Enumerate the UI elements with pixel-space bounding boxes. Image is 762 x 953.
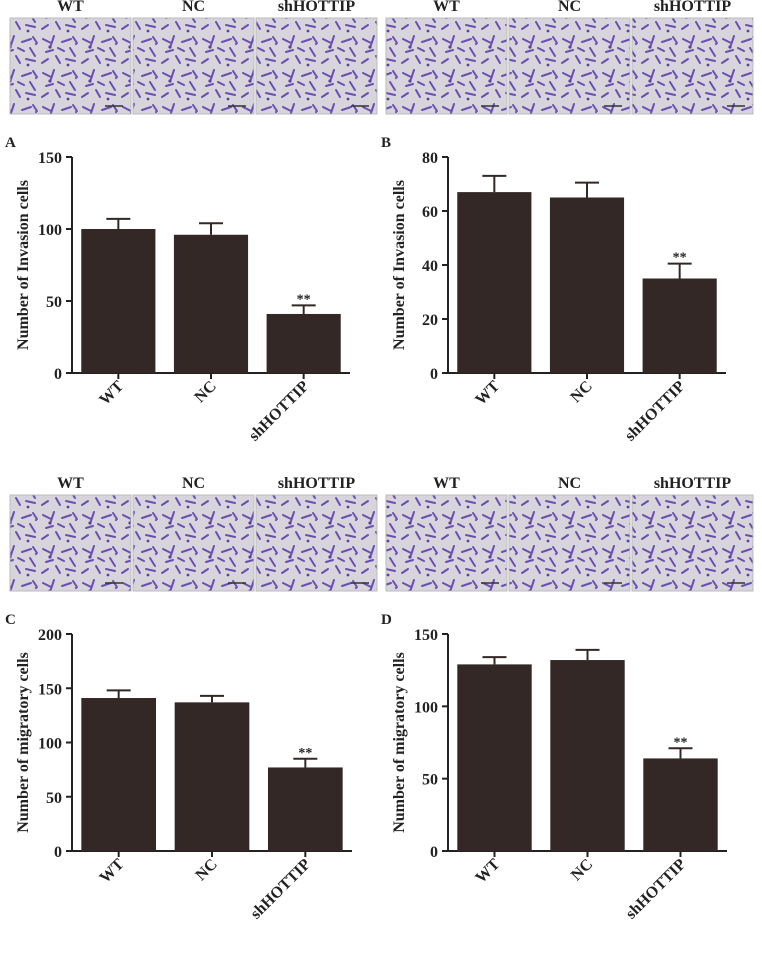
panel-label: B [381, 135, 391, 151]
x-tick-label: shHOTTIP [247, 856, 314, 923]
y-tick-label: 20 [422, 312, 438, 329]
x-tick-label: NC [567, 378, 595, 406]
y-axis-label: Number of migratory cells [391, 652, 408, 833]
bar [81, 698, 156, 851]
y-tick-label: 150 [414, 627, 438, 644]
bar [643, 758, 718, 851]
x-tick-label: shHOTTIP [246, 378, 313, 445]
micrograph [385, 17, 508, 115]
bar [174, 702, 250, 851]
y-tick-label: 150 [38, 681, 62, 698]
y-tick-label: 60 [422, 204, 438, 221]
x-tick-label: NC [568, 856, 596, 884]
significance: ** [673, 251, 687, 266]
y-tick-label: 0 [430, 844, 438, 861]
y-tick-label: 100 [38, 736, 62, 753]
y-tick-label: 200 [38, 627, 62, 644]
image-label: WT [57, 475, 84, 492]
panel-label: D [381, 612, 392, 628]
image-label: WT [57, 0, 84, 15]
micrograph [255, 17, 378, 115]
bar [457, 664, 532, 851]
micrograph [9, 17, 132, 115]
y-tick-label: 50 [46, 790, 62, 807]
image-label: NC [558, 0, 581, 15]
bar [268, 767, 343, 851]
x-tick-label: WT [472, 378, 503, 409]
x-tick-label: NC [192, 856, 220, 884]
y-tick-label: 0 [430, 366, 438, 383]
bar [81, 229, 156, 373]
x-tick-label: NC [191, 378, 219, 406]
bar [642, 278, 717, 373]
image-label: shHOTTIP [278, 0, 356, 15]
significance: ** [298, 746, 312, 761]
bar [173, 234, 249, 373]
y-axis-label: Number of migratory cells [15, 652, 32, 833]
micrograph [631, 17, 754, 115]
micrograph [255, 494, 378, 592]
x-tick-label: WT [97, 856, 128, 887]
y-tick-label: 0 [54, 844, 62, 861]
y-tick-label: 150 [38, 150, 62, 167]
image-label: shHOTTIP [278, 475, 356, 492]
image-label: WT [433, 475, 460, 492]
x-tick-label: WT [96, 378, 127, 409]
x-tick-label: shHOTTIP [622, 378, 689, 445]
panel-label: C [5, 612, 16, 628]
micrograph [132, 494, 255, 592]
y-tick-label: 50 [46, 294, 62, 311]
significance: ** [297, 292, 311, 307]
y-tick-label: 100 [414, 699, 438, 716]
image-label: shHOTTIP [654, 0, 732, 15]
y-tick-label: 100 [38, 222, 62, 239]
bar [457, 192, 532, 373]
micrograph [9, 494, 132, 592]
bar [549, 197, 625, 373]
micrograph [508, 17, 631, 115]
y-tick-label: 0 [54, 366, 62, 383]
micrograph [385, 494, 508, 592]
micrograph [508, 494, 631, 592]
image-label: NC [558, 475, 581, 492]
y-tick-label: 50 [422, 772, 438, 789]
y-tick-label: 40 [422, 258, 438, 275]
micrograph [631, 494, 754, 592]
y-axis-label: Number of Invasion cells [391, 180, 408, 350]
x-tick-label: WT [472, 856, 503, 887]
x-tick-label: shHOTTIP [623, 856, 690, 923]
panel-label: A [5, 135, 16, 151]
significance: ** [674, 735, 688, 750]
bar [550, 660, 625, 851]
micrograph [132, 17, 255, 115]
y-axis-label: Number of Invasion cells [15, 180, 32, 350]
bar [266, 313, 341, 373]
y-tick-label: 80 [422, 150, 438, 167]
image-label: WT [433, 0, 460, 15]
image-label: shHOTTIP [654, 475, 732, 492]
image-label: NC [182, 0, 205, 15]
image-label: NC [182, 475, 205, 492]
